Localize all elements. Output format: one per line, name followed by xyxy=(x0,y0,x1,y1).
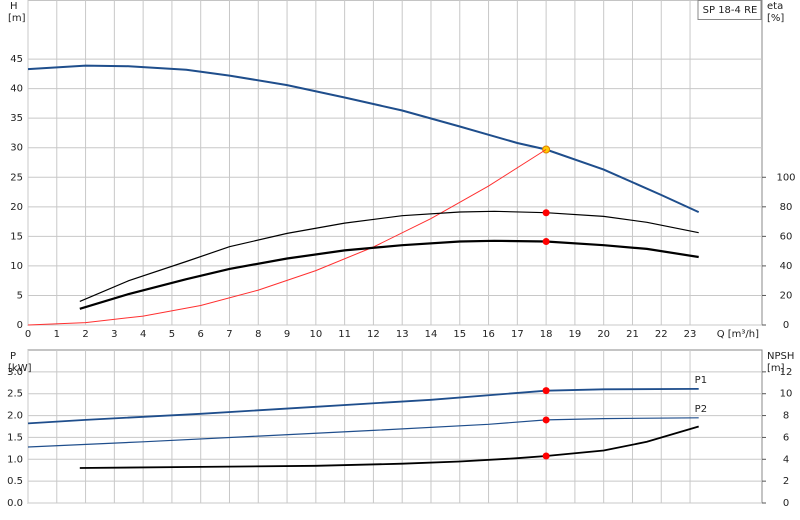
x-tick-label: 15 xyxy=(453,329,466,340)
x-tick-label: 3 xyxy=(111,329,117,340)
x-tick-label: 13 xyxy=(396,329,409,340)
x-tick-label: 17 xyxy=(511,329,524,340)
y-tick-label: 2.5 xyxy=(7,389,23,400)
y-axis-label: H xyxy=(10,1,18,12)
y-axis-label: P xyxy=(10,351,16,362)
x-tick-label: 19 xyxy=(569,329,582,340)
y-tick-label: 10 xyxy=(10,261,23,272)
y2-tick-label: 4 xyxy=(783,454,789,465)
x-tick-label: 6 xyxy=(198,329,204,340)
x-tick-label: 4 xyxy=(140,329,146,340)
series-line xyxy=(27,64,700,214)
y2-tick-label: 80 xyxy=(780,202,793,213)
y2-axis-label: NPSH xyxy=(767,351,794,362)
x-tick-label: 9 xyxy=(284,329,290,340)
x-axis-label: Q [m³/h] xyxy=(717,329,759,340)
y-tick-label: 35 xyxy=(10,113,23,124)
x-tick-label: 12 xyxy=(367,329,380,340)
series-line xyxy=(27,417,699,448)
y2-axis-unit: [%] xyxy=(767,13,784,24)
y-tick-label: 0.0 xyxy=(7,498,23,509)
series-line xyxy=(79,425,699,469)
y-tick-label: 45 xyxy=(10,54,23,65)
x-tick-label: 23 xyxy=(684,329,697,340)
y-tick-label: 2.0 xyxy=(7,411,23,422)
y2-tick-label: 0 xyxy=(783,498,789,509)
duty-point xyxy=(542,416,550,424)
y-tick-label: 40 xyxy=(10,84,23,95)
series-label: P2 xyxy=(695,404,707,415)
x-tick-label: 7 xyxy=(226,329,232,340)
x-tick-label: 21 xyxy=(626,329,639,340)
y2-tick-label: 6 xyxy=(783,432,789,443)
x-tick-label: 8 xyxy=(255,329,261,340)
y-tick-label: 0 xyxy=(17,320,23,331)
y-axis-unit: [m] xyxy=(8,13,26,24)
plot-frame xyxy=(27,0,763,326)
x-tick-label: 20 xyxy=(597,329,610,340)
y-tick-label: 30 xyxy=(10,143,23,154)
y-tick-label: 20 xyxy=(10,202,23,213)
series-line xyxy=(79,239,699,310)
series-line xyxy=(79,210,699,302)
x-tick-label: 0 xyxy=(25,329,31,340)
y-tick-label: 1.5 xyxy=(7,432,23,443)
y2-tick-label: 60 xyxy=(780,231,793,242)
series-label: P1 xyxy=(695,375,707,386)
y2-tick-label: 12 xyxy=(780,367,793,378)
chart-title: SP 18-4 RE xyxy=(703,5,758,16)
y2-tick-label: 10 xyxy=(780,389,793,400)
x-tick-label: 10 xyxy=(309,329,322,340)
y-tick-label: 3.0 xyxy=(7,367,23,378)
y-tick-label: 0.5 xyxy=(7,476,23,487)
x-tick-label: 5 xyxy=(169,329,175,340)
x-tick-label: 22 xyxy=(655,329,668,340)
y-tick-label: 1.0 xyxy=(7,454,23,465)
y2-tick-label: 40 xyxy=(780,261,793,272)
duty-point xyxy=(542,387,550,395)
series-line xyxy=(27,149,547,326)
y2-tick-label: 0 xyxy=(783,320,789,331)
y2-axis-label: eta xyxy=(767,1,783,12)
y2-tick-label: 100 xyxy=(776,172,795,183)
x-tick-label: 2 xyxy=(82,329,88,340)
duty-point xyxy=(542,238,550,246)
y2-axis-unit: [m] xyxy=(767,363,785,374)
duty-point xyxy=(542,145,551,154)
y-tick-label: 15 xyxy=(10,231,23,242)
duty-point xyxy=(542,209,550,217)
y2-tick-label: 8 xyxy=(783,411,789,422)
y-tick-label: 25 xyxy=(10,172,23,183)
x-tick-label: 16 xyxy=(482,329,495,340)
y-tick-label: 5 xyxy=(17,290,23,301)
duty-point xyxy=(542,452,550,460)
x-tick-label: 18 xyxy=(540,329,553,340)
y2-tick-label: 2 xyxy=(783,476,789,487)
title-box xyxy=(697,0,762,20)
x-tick-label: 1 xyxy=(54,329,60,340)
y2-tick-label: 20 xyxy=(780,290,793,301)
series-line xyxy=(27,388,699,425)
plot-frame xyxy=(27,349,763,504)
x-tick-label: 11 xyxy=(338,329,351,340)
x-tick-label: 14 xyxy=(425,329,438,340)
y-axis-unit: [kW] xyxy=(8,363,32,374)
